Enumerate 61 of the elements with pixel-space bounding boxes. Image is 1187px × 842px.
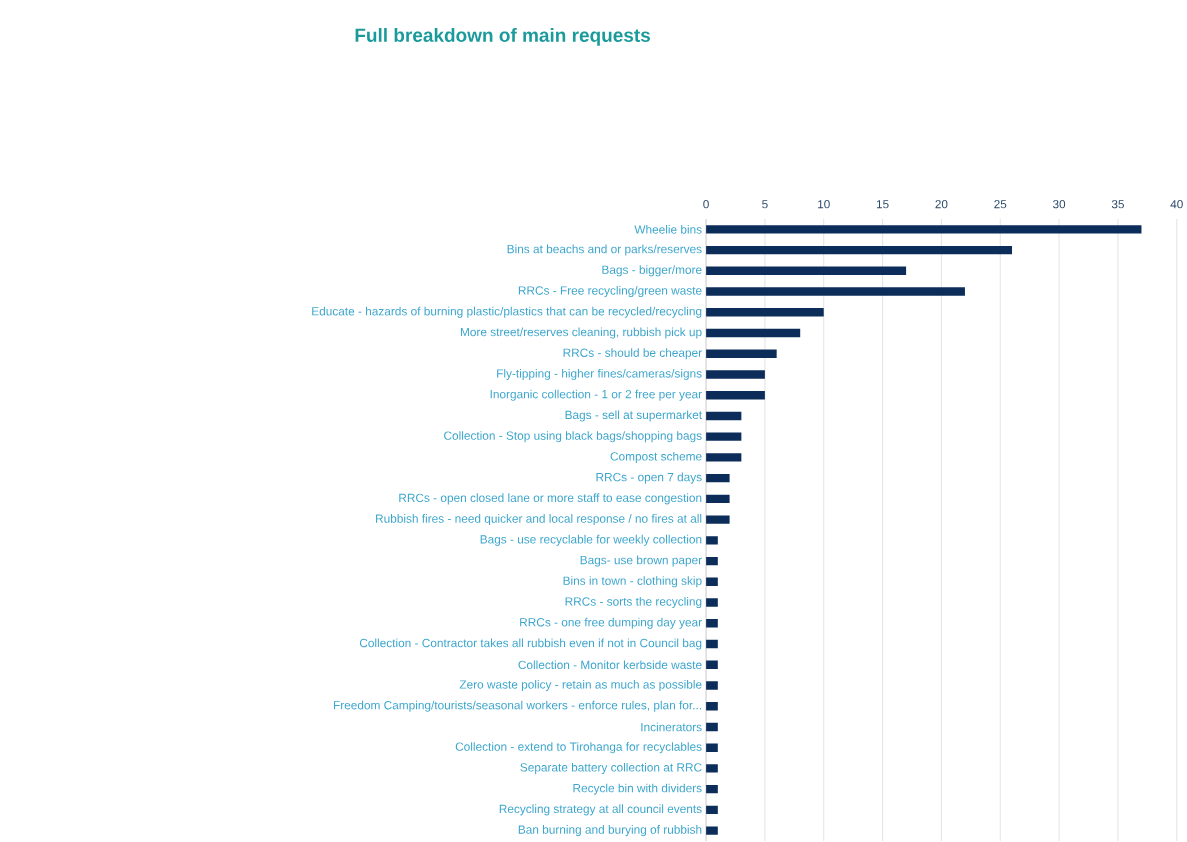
y-tick-label: Fly-tipping - higher fines/cameras/signs (497, 369, 702, 381)
bar (706, 329, 801, 338)
bar (706, 432, 742, 442)
y-tick-label: Bins in town - clothing skip (563, 576, 702, 588)
x-tick-label: 15 (876, 200, 889, 209)
bar (706, 391, 765, 400)
y-tick-label: Freedom Camping/tourists/seasonal workers - enforce rules, plan for... (333, 700, 701, 712)
y-tick-label: Wheelie bins (634, 225, 702, 234)
y-tick-label: RRCs - Free recycling/green waste (518, 286, 702, 298)
bar (706, 764, 718, 773)
y-tick-label: Collection - extend to Tirohanga for recyclables (455, 742, 702, 754)
y-tick-label: RRCs - should be cheaper (563, 348, 702, 360)
text: Full breakdown of main requests (355, 28, 650, 46)
y-tick-label: Bags - use recyclable for weekly collection (480, 535, 702, 547)
y-tick-label: Bags- use brown paper (580, 555, 702, 567)
y-tick-label: Ban burning and burying of rubbish (518, 825, 702, 837)
x-tick-label: 30 (1053, 200, 1066, 209)
y-tick-label: RRCs - open closed lane or more staff to ease congestion (399, 493, 702, 505)
y-tick-label: Bags - sell at supermarket (565, 410, 703, 422)
y-tick-label: Bins at beachs and or parks/reserves (507, 244, 702, 256)
bar (706, 598, 718, 607)
y-tick-label: Zero waste policy - retain as much as possible (459, 680, 702, 692)
x-tick-label: 10 (818, 200, 830, 209)
bar (706, 287, 965, 296)
y-tick-label: RRCs - one free dumping day year (520, 617, 702, 630)
y-tick-label: Recycle bin with dividers (573, 783, 702, 795)
bar (706, 246, 1013, 255)
y-tick-label: Rubbish fires - need quicker and local response / no fires at all (376, 514, 702, 526)
bar (706, 743, 718, 753)
y-tick-label: Separate battery collection at RRC (520, 763, 702, 775)
y-tick-label: Incinerators (641, 722, 702, 732)
y-tick-label: RRCs - sorts the recycling (565, 597, 702, 609)
y-tick-label: RRCs - open 7 days (596, 472, 702, 484)
bar (706, 681, 718, 690)
bar (706, 494, 730, 504)
y-tick-label: Collection - Stop using black bags/shopping bags (444, 431, 702, 443)
bar (706, 411, 742, 421)
x-tick-label: 35 (1111, 200, 1124, 209)
x-tick-label: 25 (994, 200, 1007, 209)
bar (706, 474, 730, 483)
bar (706, 225, 1142, 234)
bar (706, 453, 742, 462)
bar (706, 536, 718, 545)
bar (706, 370, 765, 379)
bar (706, 349, 777, 359)
bar (706, 308, 824, 317)
y-tick-label: Collection - Monitor kerbside waste (518, 660, 702, 670)
x-tick-label: 40 (1170, 200, 1183, 209)
y-tick-label: Educate - hazards of burning plastic/plastics that can be recycled/recycling (312, 306, 702, 319)
bar (706, 826, 718, 836)
bar (706, 515, 730, 525)
y-tick-label: Collection - Contractor takes all rubbish even if not in Council bag (359, 638, 702, 650)
bar (706, 266, 907, 276)
x-tick-label: 5 (762, 200, 768, 209)
y-tick-label: Recycling strategy at all council events (499, 804, 702, 816)
y-tick-label: Compost scheme (610, 452, 702, 464)
y-tick-label: Bags - bigger/more (602, 265, 702, 277)
x-tick-label: 20 (935, 200, 948, 209)
x-tick-label: 0 (703, 200, 709, 209)
y-tick-label: More street/reserves cleaning, rubbish pick up (460, 327, 702, 339)
y-tick-label: Inorganic collection - 1 or 2 free per year (490, 389, 702, 401)
